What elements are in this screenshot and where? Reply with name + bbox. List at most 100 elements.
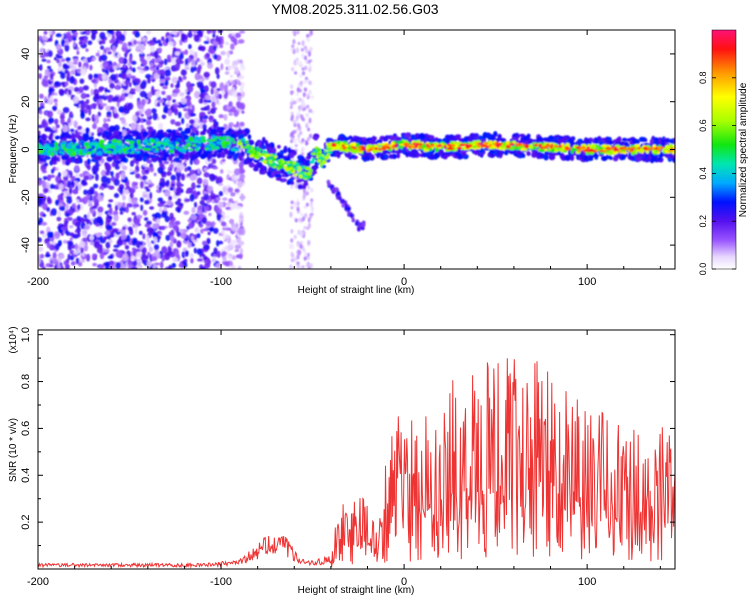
spectrogram-cell xyxy=(66,197,73,204)
spectrogram-cell xyxy=(225,215,230,219)
spectrogram-cell xyxy=(189,174,196,181)
spectrogram-cell xyxy=(100,169,107,177)
spectrogram-cell xyxy=(178,76,182,81)
spectrogram-cell xyxy=(306,104,310,109)
spectrogram-cell xyxy=(130,147,136,152)
spectrogram-cell xyxy=(410,134,416,141)
spectrogram-cell xyxy=(306,171,312,176)
spectrogram-cell xyxy=(145,179,149,184)
spectrogram-cell xyxy=(479,139,486,143)
spectrogram-cell xyxy=(225,131,232,136)
spectrogram-cell xyxy=(204,85,209,92)
spectrogram-cell xyxy=(153,142,157,146)
spectrogram-cell xyxy=(372,150,378,154)
spectrogram-cell xyxy=(350,149,357,154)
spectrogram-cell xyxy=(323,150,327,153)
spectrogram-cell xyxy=(38,179,42,186)
spectrogram-cell xyxy=(156,102,161,107)
spectrogram-cell xyxy=(93,183,99,189)
spectrogram-cell xyxy=(161,36,165,41)
spectrogram-cell xyxy=(509,142,515,146)
spectrogram-cell xyxy=(143,194,148,198)
spectrogram-cell xyxy=(231,175,237,181)
spectrogram-cell xyxy=(558,148,564,151)
spectrogram-cell xyxy=(229,74,234,78)
spectrogram-cell xyxy=(185,250,189,257)
spectrogram-cell xyxy=(93,195,97,204)
spectrogram-cell xyxy=(151,108,157,114)
spectrogram-cell xyxy=(151,145,157,149)
spectrogram-cell xyxy=(65,38,69,45)
spectrogram-cell xyxy=(120,233,127,240)
spectrogram-cell xyxy=(240,144,244,149)
spectrogram-cell xyxy=(241,138,246,142)
spectrogram-cell xyxy=(40,53,46,59)
spectrogram-cell xyxy=(248,162,255,168)
spectrogram-cell xyxy=(434,147,439,153)
spectrogram-cell xyxy=(394,147,399,151)
spectrogram-cell xyxy=(54,92,58,96)
spectrogram-cell xyxy=(106,156,113,162)
spectrogram-cell xyxy=(46,242,51,249)
spectrogram-cell xyxy=(145,145,151,149)
spectrogram-cell xyxy=(216,250,221,258)
spectrogram-image xyxy=(38,30,675,269)
spectrogram-cell xyxy=(400,141,404,144)
spectrogram-cell xyxy=(281,174,286,178)
spectrogram-cell xyxy=(107,51,112,55)
spectrogram-cell xyxy=(39,230,45,235)
spectrogram-cell xyxy=(118,56,124,64)
spectrogram-cell xyxy=(293,129,297,134)
spectrogram-cell xyxy=(43,150,48,156)
spectrogram-cell xyxy=(141,80,147,88)
spectrogram-cell xyxy=(145,235,150,243)
spectrogram-cell xyxy=(179,202,184,207)
spectrogram-cell xyxy=(70,69,76,75)
spectrogram-cell xyxy=(136,41,142,45)
spectrogram-cell xyxy=(195,130,200,136)
spectrogram-cell xyxy=(144,169,149,174)
spectrogram-cell xyxy=(50,208,58,216)
spectrogram-cell xyxy=(222,186,227,193)
spectrogram-cell xyxy=(39,253,45,259)
spectrogram-cell xyxy=(147,91,153,99)
spectrogram-cell xyxy=(296,123,301,128)
spectrogram-cell xyxy=(601,155,608,162)
spectrogram-cell xyxy=(305,202,309,207)
spectrogram-cell xyxy=(296,242,300,248)
spectrogram-cell xyxy=(186,97,191,105)
spectrogram-cell xyxy=(107,255,114,259)
spectrogram-cell xyxy=(303,256,307,261)
spectrogram-cell xyxy=(62,192,67,199)
spectrogram-cell xyxy=(575,146,581,149)
spectrogram-cell xyxy=(194,72,201,81)
spectrogram-cell xyxy=(184,127,191,134)
spectrogram-cell xyxy=(303,178,308,186)
spectrogram-cell xyxy=(362,150,368,156)
spectrogram-cell xyxy=(137,105,144,110)
spectrogram-cell xyxy=(66,158,73,163)
spectrogram-cell xyxy=(171,93,178,97)
spectrogram-cell xyxy=(307,127,311,132)
spectrogram-cell xyxy=(170,183,176,187)
spectrogram-cell xyxy=(88,73,93,81)
spectrogram-cell xyxy=(121,129,127,136)
spectrogram-cell xyxy=(428,135,435,140)
spectrogram-cell xyxy=(128,148,132,153)
spectrogram-cell xyxy=(171,76,179,84)
spectrogram-cell xyxy=(302,192,307,199)
spectrogram-cell xyxy=(42,42,46,46)
spectrogram-cell xyxy=(38,135,42,139)
spectrogram-cell xyxy=(225,136,232,139)
spectrogram-cell xyxy=(150,154,157,159)
spectrogram-cell xyxy=(293,30,297,36)
spectrogram-cell xyxy=(185,123,190,128)
spectrogram-cell xyxy=(205,99,212,103)
spectrogram-cell xyxy=(161,173,167,178)
spectrogram-cell xyxy=(114,155,120,161)
spectrogram-cell xyxy=(149,192,153,200)
spectrogram-cell xyxy=(237,95,242,102)
spectrogram-cell xyxy=(474,149,478,156)
spectrogram-cell xyxy=(190,235,195,241)
spectrogram-cell xyxy=(113,124,120,132)
